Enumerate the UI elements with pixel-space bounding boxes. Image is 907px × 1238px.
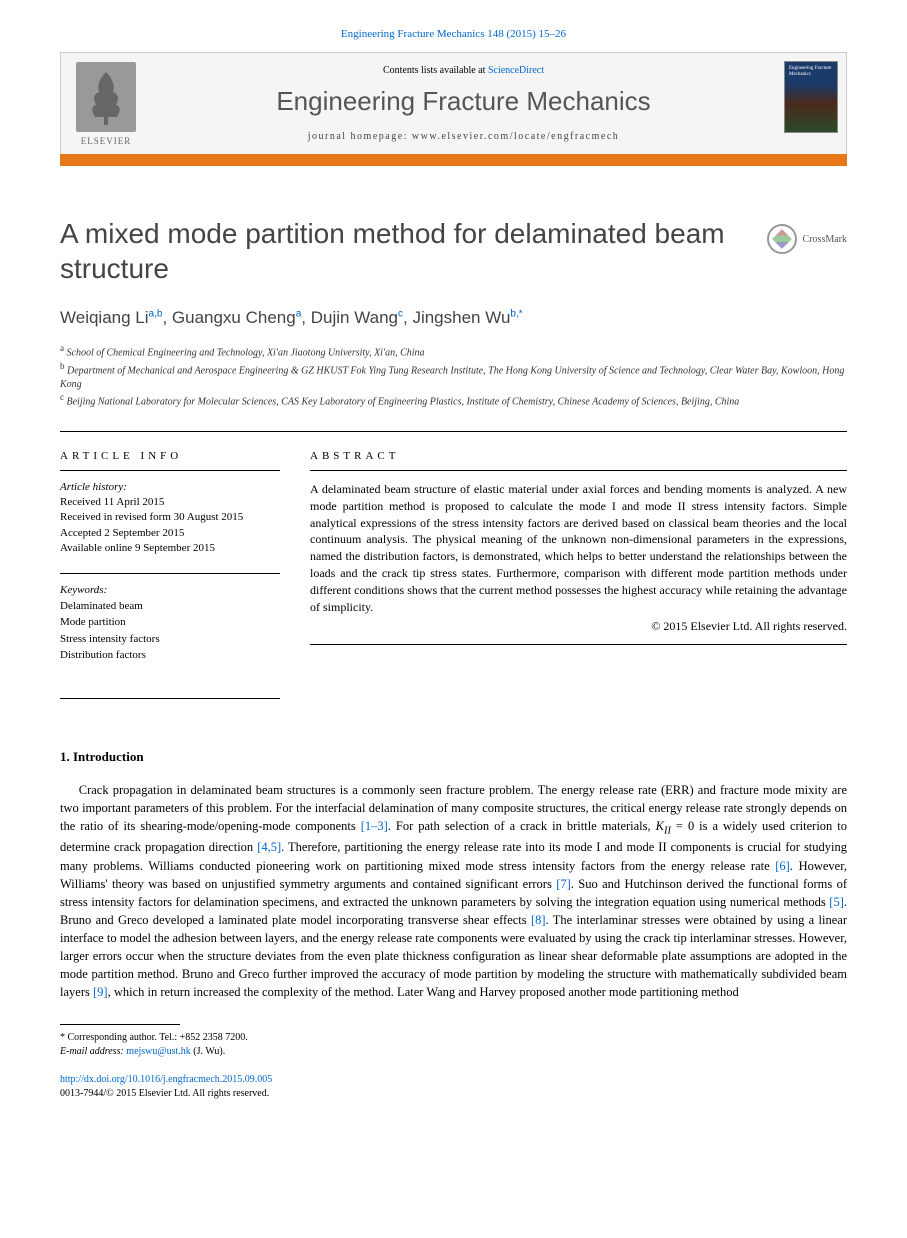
abstract-header: ABSTRACT	[310, 450, 847, 462]
info-bottom-divider	[60, 698, 280, 699]
author-aff: b,*	[510, 308, 522, 319]
author-aff: c	[398, 308, 403, 319]
abstract-column: ABSTRACT A delaminated beam structure of…	[310, 450, 847, 680]
crossmark-badge[interactable]: CrossMark	[767, 224, 847, 254]
journal-homepage-line: journal homepage: www.elsevier.com/locat…	[151, 131, 776, 142]
history-label: Article history:	[60, 481, 280, 493]
article-history-block: Article history: Received 11 April 2015 …	[60, 481, 280, 557]
math-var: K	[656, 819, 664, 833]
info-divider	[310, 470, 847, 471]
keyword: Delaminated beam	[60, 598, 280, 615]
article-title: A mixed mode partition method for delami…	[60, 216, 747, 286]
contents-prefix: Contents lists available at	[383, 65, 488, 76]
citation-link[interactable]: [1–3]	[361, 819, 388, 833]
info-divider	[60, 573, 280, 574]
affiliation-text: School of Chemical Engineering and Techn…	[67, 347, 425, 358]
author-name: Jingshen Wu	[412, 308, 510, 327]
keyword: Distribution factors	[60, 647, 280, 664]
affiliation: c Beijing National Laboratory for Molecu…	[60, 391, 847, 409]
abstract-copyright: © 2015 Elsevier Ltd. All rights reserved…	[310, 619, 847, 634]
email-label: E-mail address:	[60, 1046, 126, 1057]
authors-line: Weiqiang Lia,b, Guangxu Chenga, Dujin Wa…	[60, 308, 847, 328]
history-item: Received in revised form 30 August 2015	[60, 510, 280, 525]
corresponding-author-block: * Corresponding author. Tel.: +852 2358 …	[60, 1031, 847, 1059]
issn-copyright-line: 0013-7944/© 2015 Elsevier Ltd. All right…	[60, 1087, 847, 1101]
affiliations-block: a School of Chemical Engineering and Tec…	[60, 342, 847, 409]
citation-link[interactable]: [5]	[829, 895, 844, 909]
history-item: Accepted 2 September 2015	[60, 526, 280, 541]
journal-cover: Engineering Fracture Mechanics	[776, 53, 846, 154]
abstract-text: A delaminated beam structure of elastic …	[310, 481, 847, 615]
journal-header-box: ELSEVIER Contents lists available at Sci…	[60, 52, 847, 155]
homepage-url: www.elsevier.com/locate/engfracmech	[412, 131, 619, 142]
doi-link[interactable]: http://dx.doi.org/10.1016/j.engfracmech.…	[60, 1074, 272, 1085]
email-suffix: (J. Wu).	[191, 1046, 225, 1057]
doi-block: http://dx.doi.org/10.1016/j.engfracmech.…	[60, 1073, 847, 1101]
corr-email-line: E-mail address: mejswu@ust.hk (J. Wu).	[60, 1045, 847, 1059]
citation-link[interactable]: [8]	[531, 913, 546, 927]
affiliation: a School of Chemical Engineering and Tec…	[60, 342, 847, 360]
keywords-label: Keywords:	[60, 584, 280, 596]
author-aff: a	[296, 308, 302, 319]
body-text-span: , which in return increased the complexi…	[108, 985, 739, 999]
body-text-span: . For path selection of a crack in britt…	[388, 819, 656, 833]
section-divider	[60, 431, 847, 432]
email-link[interactable]: mejswu@ust.hk	[126, 1046, 191, 1057]
contents-available-line: Contents lists available at ScienceDirec…	[151, 65, 776, 76]
author-name: Guangxu Cheng	[172, 308, 296, 327]
keyword: Stress intensity factors	[60, 631, 280, 648]
intro-paragraph: Crack propagation in delaminated beam st…	[60, 781, 847, 1002]
affiliation-text: Beijing National Laboratory for Molecula…	[67, 396, 740, 407]
crossmark-label: CrossMark	[803, 234, 847, 245]
cover-title-text: Engineering Fracture Mechanics	[789, 66, 833, 77]
section-heading-introduction: 1. Introduction	[60, 749, 847, 765]
top-citation: Engineering Fracture Mechanics 148 (2015…	[60, 0, 847, 52]
citation-link[interactable]: [4,5]	[257, 840, 281, 854]
math-sub: II	[664, 825, 671, 836]
article-info-column: ARTICLE INFO Article history: Received 1…	[60, 450, 280, 680]
sciencedirect-link[interactable]: ScienceDirect	[488, 65, 544, 76]
author-aff: a,b	[149, 308, 163, 319]
corr-author-line: * Corresponding author. Tel.: +852 2358 …	[60, 1031, 847, 1045]
history-item: Available online 9 September 2015	[60, 541, 280, 556]
elsevier-tree-icon	[76, 62, 136, 132]
journal-name: Engineering Fracture Mechanics	[151, 86, 776, 117]
citation-link[interactable]: [9]	[93, 985, 108, 999]
affiliation-text: Department of Mechanical and Aerospace E…	[60, 365, 844, 390]
article-info-header: ARTICLE INFO	[60, 450, 280, 462]
elsevier-label: ELSEVIER	[81, 136, 132, 146]
footer-divider	[60, 1024, 180, 1025]
citation-link[interactable]: [7]	[556, 877, 571, 891]
citation-link[interactable]: [6]	[775, 859, 790, 873]
history-item: Received 11 April 2015	[60, 495, 280, 510]
author-name: Dujin Wang	[311, 308, 398, 327]
info-divider	[310, 644, 847, 645]
cover-thumbnail: Engineering Fracture Mechanics	[784, 61, 838, 133]
header-center: Contents lists available at ScienceDirec…	[151, 53, 776, 154]
homepage-prefix: journal homepage:	[308, 131, 412, 142]
orange-divider-bar	[60, 154, 847, 166]
info-divider	[60, 470, 280, 471]
keywords-block: Keywords: Delaminated beam Mode partitio…	[60, 584, 280, 664]
elsevier-logo: ELSEVIER	[61, 53, 151, 154]
crossmark-icon	[767, 224, 797, 254]
affiliation: b Department of Mechanical and Aerospace…	[60, 360, 847, 391]
keyword: Mode partition	[60, 614, 280, 631]
author-name: Weiqiang Li	[60, 308, 149, 327]
